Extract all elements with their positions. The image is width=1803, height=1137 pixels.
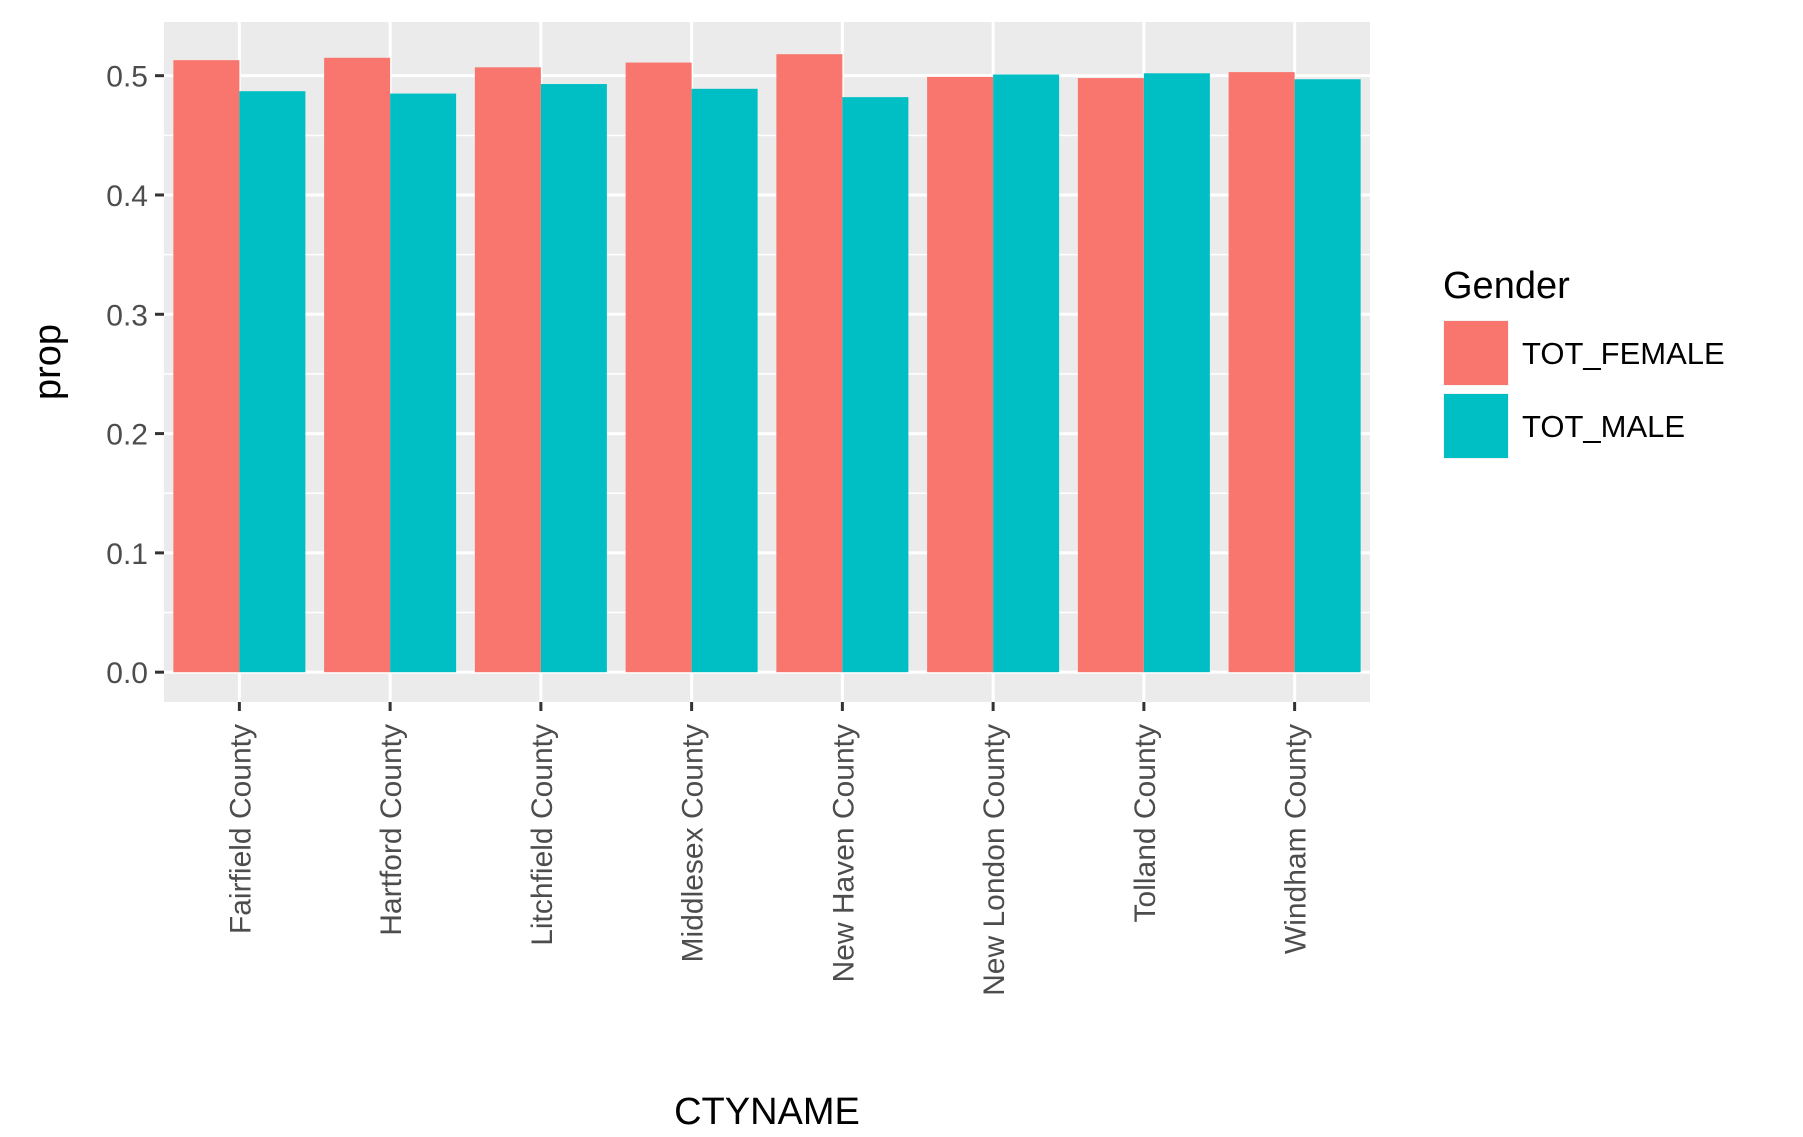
bar-tot-female xyxy=(173,60,240,673)
x-axis-title: CTYNAME xyxy=(674,1091,860,1133)
x-tick-label: New London County xyxy=(978,724,1011,996)
bar-tot-male xyxy=(1143,73,1210,673)
x-tick-label: Litchfield County xyxy=(526,724,559,946)
x-tick-label: Windham County xyxy=(1280,724,1313,954)
x-tick-label: New Haven County xyxy=(827,724,860,982)
y-tick-label: 0.5 xyxy=(106,61,148,94)
legend-title: Gender xyxy=(1443,265,1570,307)
y-axis: 0.0 0.1 0.2 0.3 0.4 0.5 xyxy=(106,61,164,690)
bar-tot-female xyxy=(776,54,843,673)
bar-tot-female xyxy=(1228,72,1295,673)
bar-tot-female xyxy=(1077,78,1144,673)
x-tick-label: Hartford County xyxy=(375,724,408,936)
bars xyxy=(173,54,1361,673)
bar-tot-female xyxy=(927,76,994,673)
x-tick-label: Fairfield County xyxy=(224,724,257,934)
y-tick-label: 0.1 xyxy=(106,538,148,571)
legend-label: TOT_MALE xyxy=(1522,409,1685,444)
bar-tot-female xyxy=(324,57,391,673)
legend: Gender TOT_FEMALE TOT_MALE xyxy=(1443,265,1725,459)
y-tick-label: 0.4 xyxy=(106,180,148,213)
x-tick-label: Tolland County xyxy=(1129,724,1162,922)
bar-tot-male xyxy=(993,74,1060,673)
y-tick-label: 0.2 xyxy=(106,419,148,452)
bar-tot-male xyxy=(540,84,607,673)
legend-key-swatch xyxy=(1444,394,1508,458)
legend-key-swatch xyxy=(1444,321,1508,385)
legend-label: TOT_FEMALE xyxy=(1522,336,1725,371)
bar-tot-male xyxy=(239,91,306,673)
x-axis: Fairfield County Hartford County Litchfiel… xyxy=(224,702,1313,996)
y-tick-label: 0.3 xyxy=(106,299,148,332)
x-tick-label: Middlesex County xyxy=(677,724,710,962)
bar-tot-male xyxy=(1294,79,1361,673)
y-tick-label: 0.0 xyxy=(106,657,148,690)
bar-tot-male xyxy=(390,93,457,673)
bar-tot-female xyxy=(625,62,692,673)
bar-tot-male xyxy=(842,97,909,673)
y-axis-title: prop xyxy=(27,324,69,400)
bar-tot-male xyxy=(691,88,758,673)
bar-tot-female xyxy=(474,67,541,673)
